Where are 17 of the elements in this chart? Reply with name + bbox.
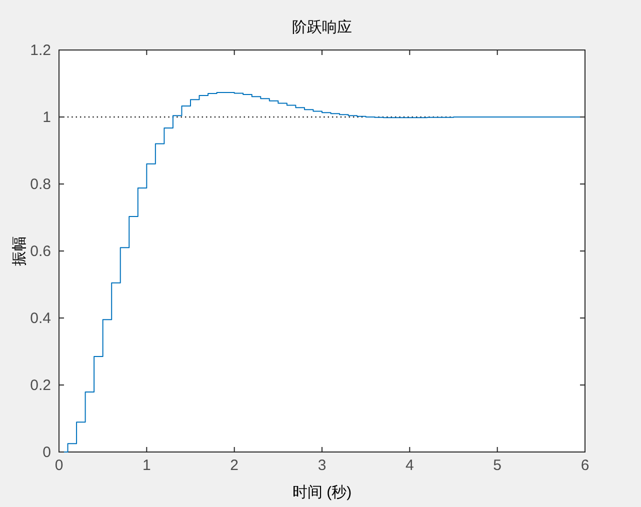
x-tick-label: 6: [580, 457, 590, 474]
x-tick-label: 5: [493, 457, 502, 474]
x-tick-label: 1: [142, 457, 151, 474]
chart-title: 阶跃响应: [292, 19, 352, 36]
x-tick-label: 0: [54, 457, 64, 474]
y-tick-label: 0.6: [30, 243, 51, 260]
x-tick-label: 2: [230, 457, 239, 474]
x-axis-title: 时间 (秒): [292, 484, 352, 501]
y-tick-label: 0.4: [30, 310, 51, 327]
y-tick-label: 1: [42, 109, 51, 126]
y-axis-title: 振幅: [11, 236, 28, 266]
x-tick-label: 4: [405, 457, 414, 474]
y-tick-label: 0.2: [30, 377, 51, 394]
x-tick-label: 3: [318, 457, 326, 474]
y-tick-label: 1.2: [30, 42, 51, 59]
y-tick-label: 0: [42, 444, 51, 461]
y-tick-label: 0.8: [30, 176, 51, 193]
